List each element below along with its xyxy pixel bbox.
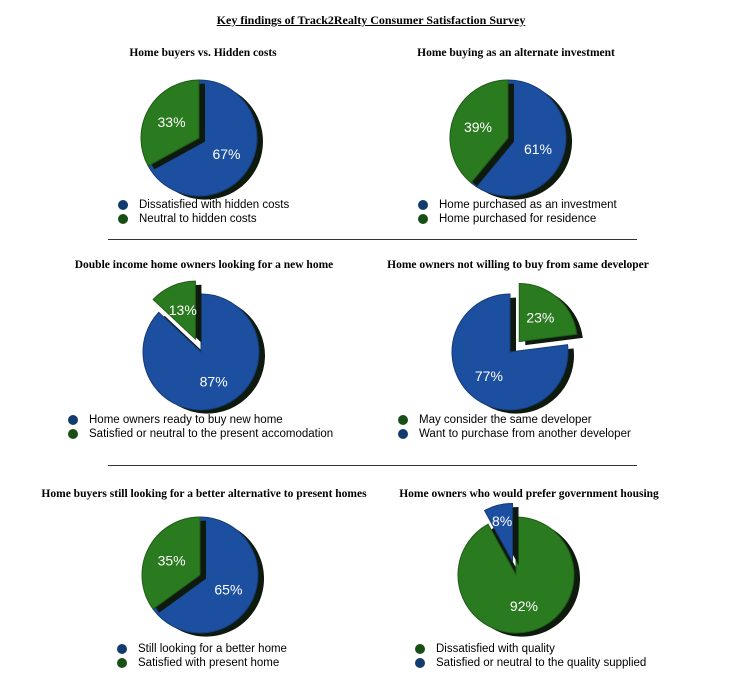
slice-face	[457, 516, 575, 634]
legend-label: May consider the same developer	[419, 414, 592, 426]
legend-label: Want to purchase from another developer	[419, 428, 631, 440]
chart-title: Home buyers still looking for a better a…	[41, 488, 367, 500]
pie-slice	[451, 293, 574, 414]
legend-item: Satisfied or neutral to the quality supp…	[415, 656, 646, 670]
legend-label: Home purchased as an investment	[439, 199, 617, 211]
legend-swatch	[398, 429, 408, 439]
slice-label: 87%	[200, 373, 228, 389]
slice-label: 61%	[524, 141, 552, 157]
legend-label: Satisfied with present home	[138, 657, 280, 669]
legend-item: Home purchased as an investment	[418, 198, 617, 212]
pie-slice	[518, 282, 583, 346]
chart-title: Home buying as an alternate investment	[417, 47, 615, 59]
legend: Home purchased as an investment Home pur…	[418, 198, 617, 226]
legend-label: Neutral to hidden costs	[139, 213, 257, 225]
legend-label: Home purchased for residence	[439, 213, 597, 225]
legend-swatch	[418, 200, 428, 210]
legend-swatch	[117, 644, 127, 654]
slice-face	[483, 502, 514, 562]
pie-slice	[470, 79, 573, 200]
slice-label: 77%	[475, 368, 503, 384]
legend-item: Dissatisfied with quality	[415, 642, 646, 656]
pie-chart: 65% 35%	[141, 516, 265, 637]
page-title: Key findings of Track2Realty Consumer Sa…	[216, 13, 526, 27]
slice-face	[152, 280, 196, 341]
pie-slice	[152, 280, 202, 343]
legend: Home owners ready to buy new home Satisf…	[68, 413, 333, 441]
chart-title: Home owners who would prefer government …	[399, 488, 659, 500]
slice-label: 8%	[492, 513, 512, 529]
slice-label: 33%	[158, 114, 186, 130]
pie-chart: 67% 33%	[140, 79, 263, 200]
legend-item: Satisfied or neutral to the present acco…	[68, 427, 333, 441]
slice-label: 65%	[214, 581, 242, 597]
legend-item: May consider the same developer	[398, 413, 631, 427]
slice-face	[142, 293, 260, 411]
legend-swatch	[415, 644, 425, 654]
legend-item: Want to purchase from another developer	[398, 427, 631, 441]
legend-swatch	[415, 658, 425, 668]
chart-title: Double income home owners looking for a …	[74, 259, 334, 271]
legend-label: Dissatisfied with quality	[436, 643, 555, 655]
legend-item: Home owners ready to buy new home	[68, 413, 333, 427]
slice-face	[141, 516, 201, 610]
legend: Still looking for a better home Satisfie…	[117, 642, 287, 670]
legend-item: Neutral to hidden costs	[118, 212, 289, 226]
legend-swatch	[68, 415, 78, 425]
legend: Dissatisfied with hidden costs Neutral t…	[118, 198, 289, 226]
pie-slice	[142, 293, 266, 414]
legend-swatch	[118, 200, 128, 210]
slice-face	[140, 79, 200, 167]
pie-chart: 61% 39%	[449, 79, 573, 200]
chart-title: Home owners not willing to buy from same…	[387, 259, 649, 271]
legend-swatch	[117, 658, 127, 668]
slice-face	[451, 293, 569, 411]
slice-label: 67%	[212, 146, 240, 162]
pie-chart: 87% 13%	[142, 280, 266, 414]
pie-slice	[483, 502, 519, 566]
pie-slice	[457, 516, 580, 637]
legend: Dissatisfied with quality Satisfied or n…	[415, 642, 646, 670]
legend-swatch	[68, 429, 78, 439]
legend-item: Home purchased for residence	[418, 212, 617, 226]
pie-slice	[449, 79, 514, 187]
slice-face	[470, 79, 567, 197]
slice-label: 92%	[510, 598, 538, 614]
legend-label: Satisfied or neutral to the quality supp…	[436, 657, 647, 669]
legend-swatch	[398, 415, 408, 425]
legend-label: Still looking for a better home	[138, 643, 287, 655]
legend-swatch	[418, 214, 428, 224]
pie-chart: 92% 8%	[457, 502, 580, 637]
legend-item: Dissatisfied with hidden costs	[118, 198, 289, 212]
legend-label: Home owners ready to buy new home	[89, 414, 283, 426]
slice-label: 23%	[526, 310, 554, 326]
slice-label: 39%	[464, 119, 492, 135]
legend: May consider the same developer Want to …	[398, 413, 631, 441]
legend-item: Satisfied with present home	[117, 656, 287, 670]
slice-face	[518, 282, 578, 343]
pie-slice	[140, 79, 205, 170]
pie-slice	[141, 516, 206, 613]
section-divider	[108, 239, 637, 240]
legend-item: Still looking for a better home	[117, 642, 287, 656]
legend-swatch	[118, 214, 128, 224]
slice-face	[449, 79, 509, 184]
pie-chart: 23% 77%	[451, 282, 583, 414]
chart-title: Home buyers vs. Hidden costs	[129, 47, 277, 59]
slice-label: 35%	[158, 553, 186, 569]
legend-label: Satisfied or neutral to the present acco…	[89, 428, 334, 440]
legend-label: Dissatisfied with hidden costs	[139, 199, 290, 211]
slice-label: 13%	[169, 302, 197, 318]
section-divider	[108, 465, 637, 466]
